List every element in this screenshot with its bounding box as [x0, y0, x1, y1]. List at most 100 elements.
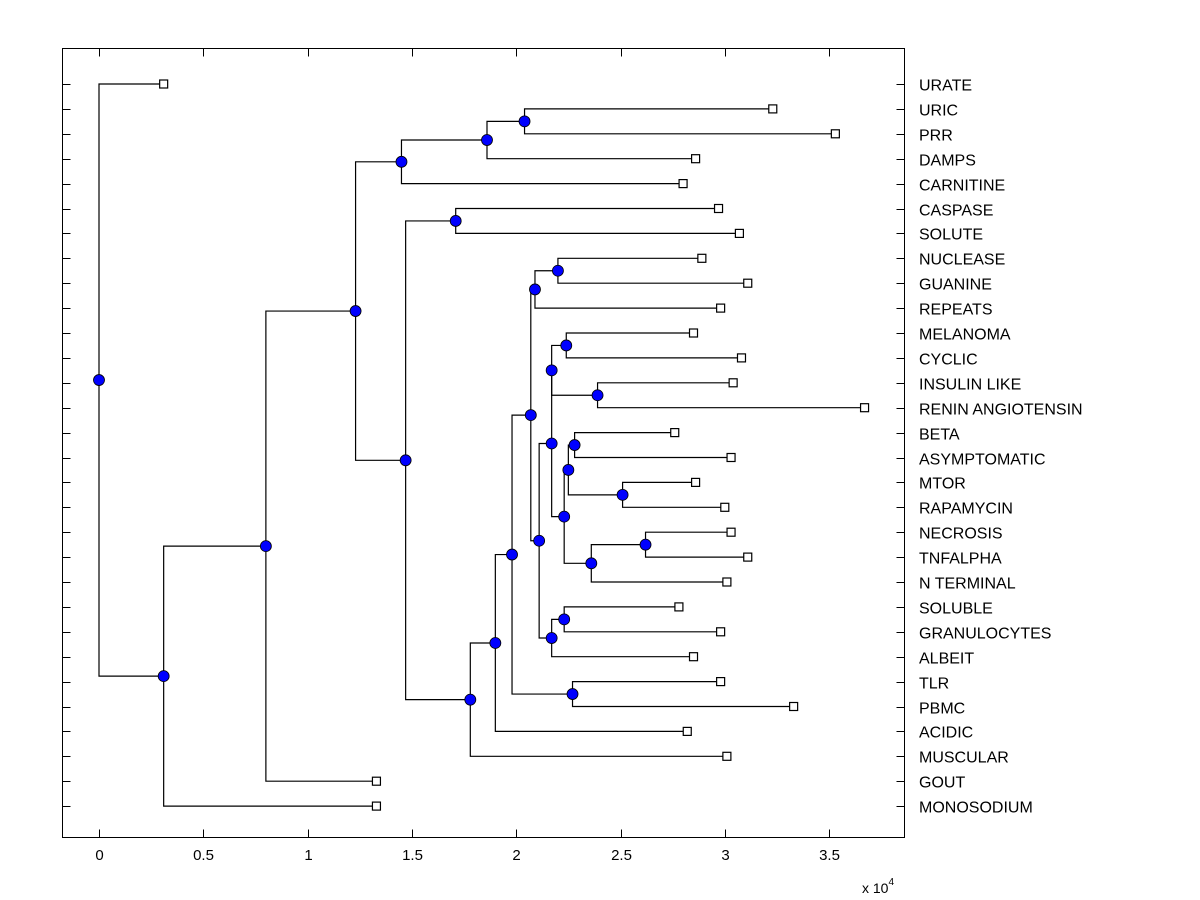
internal-node-marker [545, 364, 558, 377]
internal-node-marker [568, 439, 581, 451]
leaf-marker [859, 403, 870, 413]
branch-line [534, 289, 721, 309]
branch-line [486, 120, 525, 141]
internal-node-marker [524, 409, 537, 421]
branch-line [534, 270, 558, 290]
leaf-marker [736, 353, 747, 363]
leaf-marker [670, 428, 680, 438]
leaf-label: DAMPS [919, 153, 976, 170]
branch-line [551, 370, 598, 396]
branches [98, 83, 865, 807]
branch-line [538, 442, 552, 541]
leaf-label: NUCLEASE [919, 252, 1005, 269]
leaf-label: RAPAMYCIN [919, 501, 1013, 518]
branch-line [563, 606, 679, 620]
branch-line [163, 545, 266, 677]
leaf-marker [688, 328, 699, 338]
internal-node-marker [395, 155, 408, 168]
branch-line [469, 642, 496, 700]
branch-line [494, 553, 513, 643]
branch-line [163, 676, 377, 807]
leaf-marker [768, 104, 778, 114]
branch-line [511, 554, 573, 695]
internal-node-marker [259, 540, 272, 553]
internal-node-marker [591, 389, 604, 402]
internal-node-marker [481, 134, 493, 146]
branch-line [590, 544, 646, 564]
internal-node-marker [529, 283, 541, 296]
x-tick-label: 1.5 [402, 847, 423, 864]
leaf-marker [743, 278, 753, 288]
branch-line [405, 220, 456, 461]
branch-line [551, 443, 565, 518]
leaf-marker [713, 203, 724, 214]
internal-node-marker [558, 613, 571, 626]
branch-line [557, 257, 702, 271]
leaf-marker [789, 701, 799, 712]
internal-node-marker [533, 534, 546, 547]
x-tick-label: 0.5 [193, 847, 214, 864]
leaf-label: NECROSIS [919, 526, 1003, 543]
branch-line [621, 481, 696, 495]
branch-line [98, 380, 164, 677]
leaf-label: MTOR [919, 476, 966, 493]
leaf-marker [688, 652, 699, 662]
branch-line [486, 140, 696, 160]
leaf-marker [371, 776, 382, 786]
leaf-marker [734, 228, 745, 238]
x-tick-label: 1 [304, 847, 312, 864]
branch-line [265, 546, 377, 782]
internal-node-marker [489, 637, 502, 649]
leaf-label: MELANOMA [919, 327, 1011, 344]
leaf-label: GUANINE [919, 277, 992, 294]
internal-node-marker [552, 264, 564, 277]
leaf-label: PBMC [919, 701, 965, 718]
branch-line [621, 494, 725, 508]
leaf-labels: URATE URIC PRR DAMPS CARNITINE CASPASE SOLUTE N… [919, 78, 1083, 817]
branch-line [405, 460, 471, 701]
branch-line [644, 531, 732, 545]
node-markers [93, 115, 652, 706]
leaf-label: URATE [919, 78, 972, 95]
internal-node-marker [157, 670, 170, 683]
x-multiplier-exponent: 4 [888, 877, 894, 888]
branch-line [98, 83, 164, 381]
internal-node-marker [349, 305, 362, 317]
leaf-markers [159, 79, 870, 811]
branch-line [530, 288, 535, 416]
branch-line [523, 121, 836, 135]
leaf-marker [682, 726, 692, 737]
leaf-marker [674, 602, 684, 612]
leaf-label: REPEATS [919, 302, 993, 319]
internal-node-marker [93, 374, 105, 386]
leaf-marker [716, 676, 726, 687]
leaf-label: CYCLIC [919, 352, 978, 369]
branch-line [400, 139, 487, 162]
leaf-label: BETA [919, 427, 960, 444]
x-tick-label: 3.5 [819, 847, 840, 864]
leaf-label: ALBEIT [919, 651, 974, 668]
leaf-marker [726, 452, 736, 463]
leaf-label: GRANULOCYTES [919, 626, 1051, 643]
branch-line [563, 516, 592, 564]
branch-line [538, 540, 552, 639]
leaf-label: GOUT [919, 775, 965, 792]
internal-node-marker [545, 437, 558, 450]
leaf-marker [697, 253, 707, 263]
leaf-marker [722, 577, 732, 587]
leaf-marker [720, 502, 730, 512]
x-tick-label: 3 [721, 847, 729, 864]
x-multiplier-base: x 10 [862, 880, 889, 896]
leaf-label: RENIN ANGIOTENSIN [919, 402, 1083, 419]
leaf-label: TNFALPHA [919, 551, 1002, 568]
internal-node-marker [585, 557, 598, 570]
internal-node-marker [464, 693, 477, 706]
branch-line [523, 108, 773, 122]
internal-node-marker [566, 688, 579, 700]
branch-line [565, 345, 742, 359]
x-multiplier-label: x 104 [862, 877, 894, 896]
leaf-label: ASYMPTOMATIC [919, 452, 1046, 469]
leaf-marker [716, 627, 726, 637]
internal-node-marker [399, 454, 412, 467]
